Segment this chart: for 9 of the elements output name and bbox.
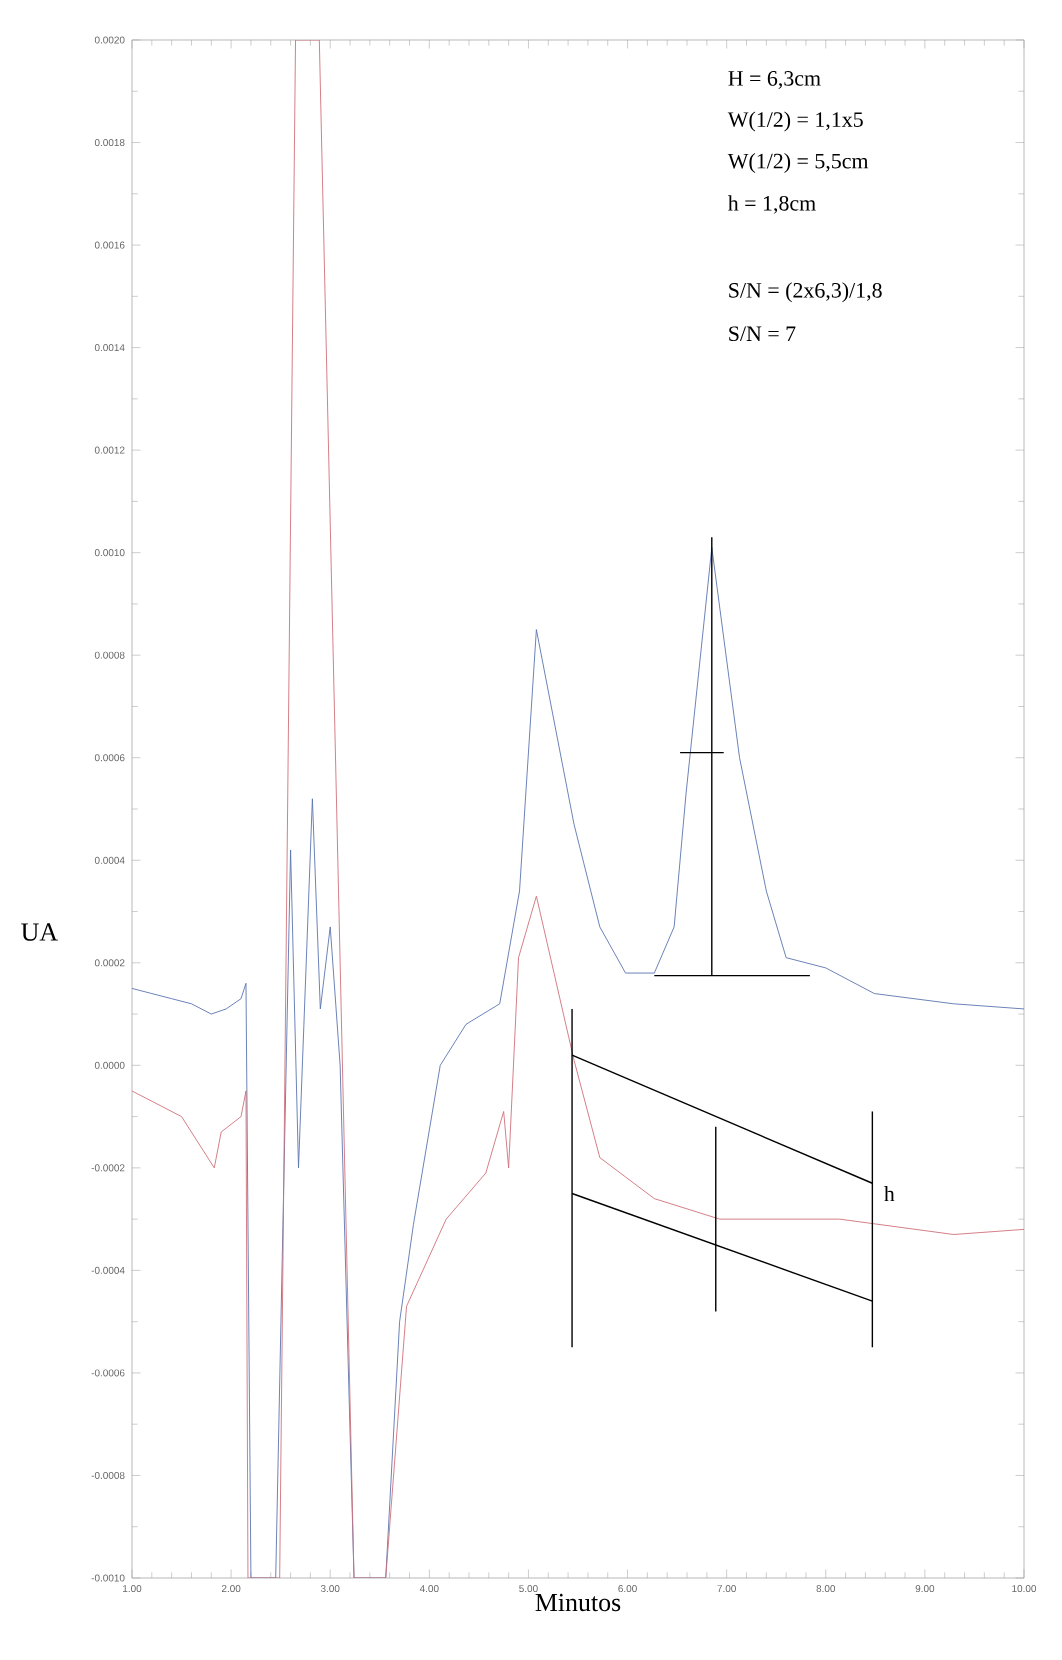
x-axis-title: Minutos [535,1593,621,1612]
annotation: S/N = (2x6,3)/1,8 [729,282,882,303]
annotation: h = 1,8cm [727,195,816,214]
annotation: S/N = 7 [729,326,796,342]
annotation: h [884,1185,895,1202]
y-axis-title: UA [21,923,58,941]
annotation: H = 6,3cm [728,71,821,89]
annotation: W(1/2) = 5,5cm [727,153,869,173]
annotation: W(1/2) = 1,1x5 [727,111,863,132]
